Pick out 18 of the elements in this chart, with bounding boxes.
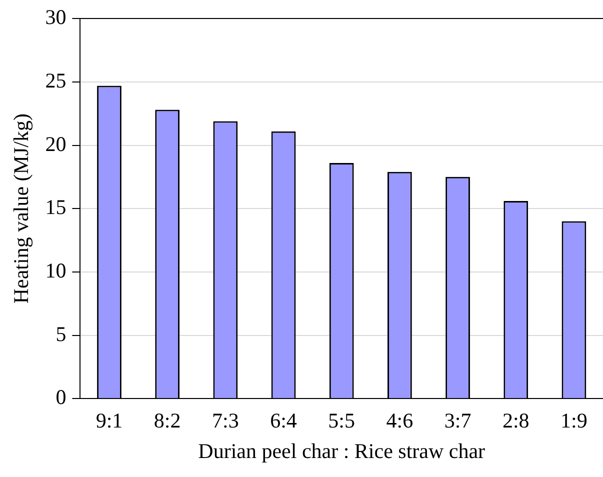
y-tick-label: 15 xyxy=(45,195,66,220)
x-tick-label: 2:8 xyxy=(502,408,530,433)
x-tick-label: 3:7 xyxy=(444,408,472,433)
y-tick-label: 5 xyxy=(56,322,66,346)
x-axis-title: Durian peel char : Rice straw char xyxy=(198,438,486,463)
x-tick-label: 6:4 xyxy=(270,408,298,433)
y-tick-label: 25 xyxy=(45,68,66,92)
x-tick-label: 1:9 xyxy=(560,408,588,433)
y-tick-label: 20 xyxy=(45,132,66,156)
x-tick-label: 8:2 xyxy=(154,408,181,433)
y-tick-label: 0 xyxy=(56,385,66,410)
x-tick-label: 5:5 xyxy=(328,408,356,433)
y-axis-title: Heating value (MJ/kg) xyxy=(9,114,34,304)
y-tick-label: 30 xyxy=(45,5,66,30)
y-tick-label: 10 xyxy=(45,258,66,282)
x-tick-label: 4:6 xyxy=(386,408,414,433)
x-tick-label: 7:3 xyxy=(212,408,239,433)
x-tick-label: 9:1 xyxy=(96,408,123,433)
